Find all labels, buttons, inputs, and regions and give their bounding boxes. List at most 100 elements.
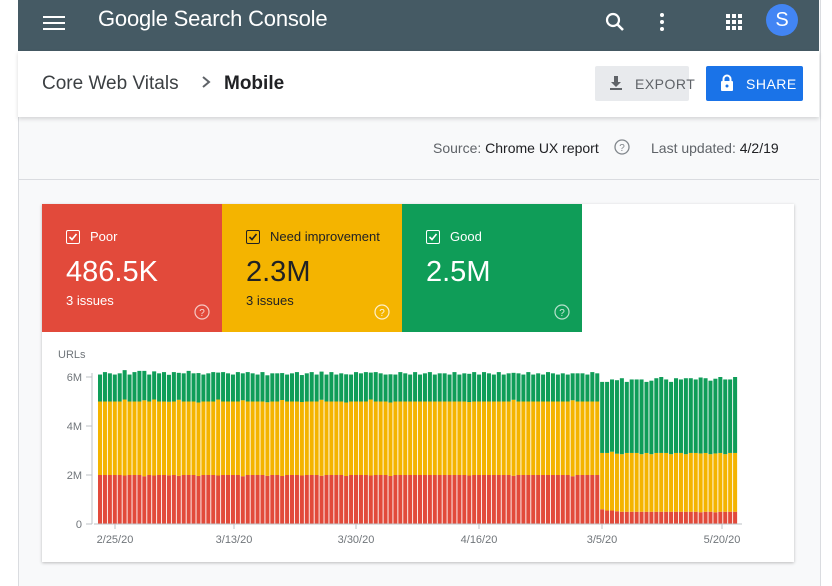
bar-segment-good — [285, 374, 290, 402]
tile-good[interactable]: Good 2.5M ? — [402, 204, 582, 332]
bar-segment-good — [442, 373, 447, 402]
svg-text:?: ? — [559, 308, 565, 319]
bar-segment-good — [683, 378, 688, 455]
checkbox-poor[interactable] — [66, 230, 80, 244]
more-vert-icon[interactable] — [650, 10, 674, 34]
bar-segment-need — [354, 401, 359, 475]
bar-segment-need — [413, 401, 418, 475]
bar-segment-good — [595, 373, 600, 402]
bar-segment-need — [565, 401, 570, 475]
tile-poor[interactable]: Poor 486.5K 3 issues ? — [42, 204, 222, 332]
page-title: Mobile — [224, 73, 285, 94]
bar-segment-need — [176, 399, 181, 476]
apps-grid-icon[interactable] — [722, 10, 746, 34]
hamburger-menu-icon[interactable] — [43, 12, 65, 32]
svg-text:?: ? — [619, 143, 625, 154]
bar-segment-good — [614, 380, 619, 454]
search-icon[interactable] — [603, 10, 627, 34]
x-tick-label: 3/30/20 — [338, 534, 375, 546]
bar-segment-need — [733, 452, 738, 512]
bar-segment-need — [708, 454, 713, 512]
bar-segment-good — [550, 373, 555, 402]
bar-segment-good — [678, 379, 683, 453]
help-icon[interactable]: ? — [194, 304, 210, 320]
bar-segment-poor — [378, 475, 383, 524]
export-button[interactable]: EXPORT — [595, 66, 695, 101]
bar-segment-need — [285, 401, 290, 475]
bar-segment-need — [157, 401, 162, 475]
help-icon[interactable]: ? — [554, 304, 570, 320]
export-label: EXPORT — [635, 76, 696, 92]
account-avatar[interactable]: S — [766, 4, 798, 36]
x-tick-label: 3/13/20 — [216, 534, 253, 546]
lock-icon — [721, 74, 733, 91]
bar-segment-good — [398, 372, 403, 402]
bar-segment-good — [462, 373, 467, 402]
checkbox-good[interactable] — [426, 230, 440, 244]
bar-segment-good — [152, 371, 157, 400]
bar-segment-need — [501, 401, 506, 475]
bar-segment-good — [718, 377, 723, 453]
bar-segment-good — [605, 381, 610, 453]
share-button[interactable]: SHARE — [706, 66, 803, 101]
bar-segment-good — [388, 374, 393, 403]
tile-label: Good — [450, 229, 482, 244]
bar-segment-need — [275, 401, 280, 475]
bar-segment-need — [728, 452, 733, 512]
bar-segment-good — [299, 375, 304, 402]
bar-segment-poor — [112, 475, 117, 524]
tile-need-improvement[interactable]: Need improvement 2.3M 3 issues ? — [222, 204, 402, 332]
bar-segment-good — [541, 374, 546, 402]
bar-segment-need — [432, 401, 437, 475]
bar-segment-good — [610, 379, 615, 452]
bar-segment-poor — [457, 475, 462, 524]
bar-segment-need — [723, 454, 728, 512]
x-tick-label: 5/20/20 — [704, 534, 741, 546]
bar-segment-good — [467, 373, 472, 402]
bar-segment-good — [280, 373, 285, 401]
bar-segment-good — [526, 372, 531, 402]
bar-segment-need — [358, 401, 363, 475]
bar-segment-need — [521, 401, 526, 475]
bar-segment-good — [304, 373, 309, 402]
bar-segment-need — [171, 401, 176, 475]
bar-segment-poor — [570, 476, 575, 524]
bar-segment-poor — [211, 475, 216, 524]
bar-segment-poor — [122, 475, 127, 524]
bar-segment-poor — [226, 475, 231, 524]
bar-segment-poor — [255, 475, 260, 524]
help-icon[interactable]: ? — [614, 139, 630, 155]
bar-segment-good — [674, 378, 679, 453]
bar-segment-good — [698, 377, 703, 454]
bar-segment-poor — [388, 475, 393, 524]
bar-segment-poor — [605, 510, 610, 524]
bar-segment-good — [102, 372, 107, 402]
bar-segment-need — [280, 400, 285, 476]
bar-segment-poor — [176, 475, 181, 524]
bar-segment-poor — [240, 476, 245, 524]
bar-segment-good — [693, 379, 698, 453]
bar-segment-poor — [624, 511, 629, 524]
bar-segment-good — [368, 372, 373, 400]
bar-segment-poor — [265, 475, 270, 524]
bar-segment-need — [610, 451, 615, 511]
app-logo[interactable]: Google Search Console — [98, 6, 328, 32]
bar-segment-need — [580, 401, 585, 475]
bar-segment-good — [373, 372, 378, 402]
bar-segment-good — [294, 372, 299, 402]
bar-segment-poor — [368, 475, 373, 524]
bar-segment-need — [132, 401, 137, 475]
bar-segment-good — [117, 373, 122, 402]
bar-segment-good — [447, 374, 452, 402]
bar-segment-good — [157, 373, 162, 402]
bar-segment-poor — [275, 475, 280, 524]
help-icon[interactable]: ? — [374, 304, 390, 320]
bar-segment-good — [221, 372, 226, 402]
checkbox-need-improvement[interactable] — [246, 230, 260, 244]
breadcrumb-parent[interactable]: Core Web Vitals — [42, 73, 179, 94]
bar-segment-poor — [688, 511, 693, 524]
bar-segment-good — [403, 373, 408, 402]
bar-segment-poor — [659, 511, 664, 524]
bar-segment-poor — [418, 475, 423, 524]
bar-segment-good — [363, 372, 368, 402]
